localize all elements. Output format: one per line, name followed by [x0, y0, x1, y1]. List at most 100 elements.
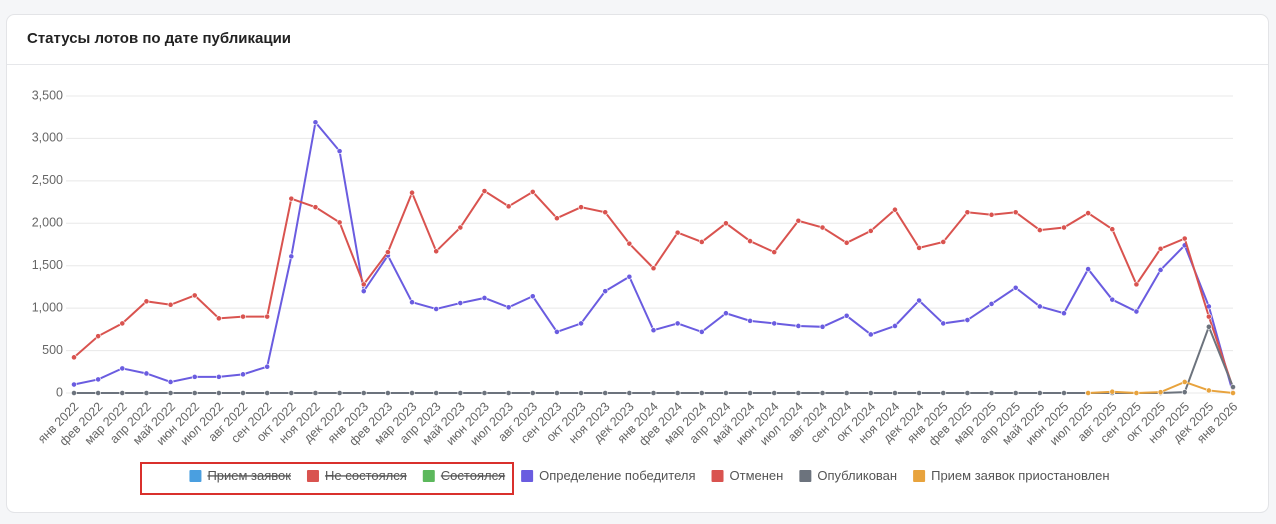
data-point — [505, 304, 512, 311]
data-point — [843, 390, 850, 396]
highlight-box — [140, 462, 514, 495]
legend-item[interactable]: Не состоялся — [306, 468, 407, 483]
data-point — [384, 390, 391, 396]
data-point — [433, 306, 440, 312]
data-point — [795, 390, 802, 396]
data-point — [384, 249, 391, 256]
data-point — [578, 390, 584, 396]
data-point — [360, 281, 367, 288]
legend-label: Состоялся — [441, 468, 505, 483]
data-point — [940, 390, 947, 396]
legend-item[interactable]: Состоялся — [422, 468, 505, 483]
y-tick-label: 3,500 — [32, 88, 63, 102]
data-point — [698, 239, 705, 245]
data-point — [288, 390, 295, 396]
data-point — [892, 323, 898, 329]
data-point — [264, 313, 271, 320]
legend-item[interactable]: Прием заявок приостановлен — [913, 468, 1110, 483]
data-point — [312, 390, 319, 396]
data-point — [288, 253, 295, 260]
data-point — [674, 390, 681, 396]
data-point — [940, 239, 947, 245]
data-point — [1133, 281, 1140, 288]
data-point — [747, 238, 753, 245]
data-point — [602, 288, 609, 295]
data-point — [1205, 313, 1212, 320]
data-point — [867, 228, 874, 234]
data-point — [819, 323, 826, 330]
data-point — [626, 390, 633, 396]
data-point — [916, 297, 923, 304]
legend-item[interactable]: Определение победителя — [521, 468, 696, 483]
data-point — [167, 301, 174, 308]
data-point — [1157, 389, 1164, 396]
legend-label: Прием заявок приостановлен — [931, 468, 1109, 483]
data-point — [554, 215, 560, 222]
data-point — [1109, 388, 1116, 395]
data-point — [1205, 387, 1212, 394]
legend-label: Не состоялся — [325, 468, 407, 483]
legend-item[interactable]: Опубликован — [799, 468, 897, 483]
plot-area — [71, 119, 1236, 396]
legend-swatch — [711, 470, 724, 482]
data-point — [819, 390, 826, 396]
data-point — [1230, 390, 1236, 396]
legend-item[interactable]: Отменен — [711, 468, 784, 483]
data-point — [795, 217, 802, 224]
data-point — [1085, 210, 1092, 217]
data-point — [264, 390, 271, 396]
data-point — [240, 390, 246, 396]
data-point — [481, 390, 488, 396]
data-point — [602, 390, 609, 396]
data-point — [409, 189, 415, 196]
data-point — [360, 390, 367, 396]
data-point — [843, 239, 850, 246]
data-point — [1181, 235, 1188, 242]
data-point — [867, 390, 874, 396]
data-point — [1157, 267, 1164, 273]
legend-swatch — [422, 470, 435, 482]
legend-swatch — [521, 470, 534, 482]
data-point — [95, 376, 102, 383]
data-point — [312, 119, 319, 126]
data-point — [360, 288, 367, 295]
data-point — [95, 333, 102, 340]
data-point — [771, 320, 778, 327]
data-point — [71, 354, 77, 361]
data-point — [409, 390, 415, 396]
data-point — [698, 390, 705, 396]
data-point — [71, 390, 77, 396]
data-point — [288, 195, 295, 202]
data-point — [578, 204, 584, 211]
data-point — [723, 220, 729, 227]
data-point — [892, 206, 898, 213]
legend-label: Определение победителя — [539, 468, 695, 483]
data-point — [1061, 390, 1067, 396]
data-point — [1085, 266, 1092, 273]
data-point — [723, 390, 729, 396]
data-point — [1036, 303, 1043, 310]
y-tick-label: 0 — [56, 385, 63, 399]
data-point — [892, 390, 898, 396]
data-point — [650, 265, 657, 272]
data-point — [457, 224, 464, 231]
data-point — [1085, 390, 1092, 396]
data-point — [433, 248, 440, 255]
data-point — [1181, 389, 1188, 396]
data-point — [457, 300, 464, 306]
data-point — [215, 373, 222, 380]
data-point — [1012, 390, 1019, 396]
legend-item[interactable]: Прием заявок — [189, 468, 291, 483]
data-point — [1205, 323, 1212, 330]
data-point — [940, 320, 947, 327]
card — [6, 14, 1269, 513]
data-point — [867, 331, 874, 338]
data-point — [240, 313, 246, 320]
y-tick-label: 500 — [42, 343, 63, 357]
data-point — [336, 390, 343, 396]
data-point — [143, 390, 150, 396]
data-point — [747, 317, 753, 324]
data-point — [1133, 308, 1140, 315]
data-point — [481, 295, 488, 301]
